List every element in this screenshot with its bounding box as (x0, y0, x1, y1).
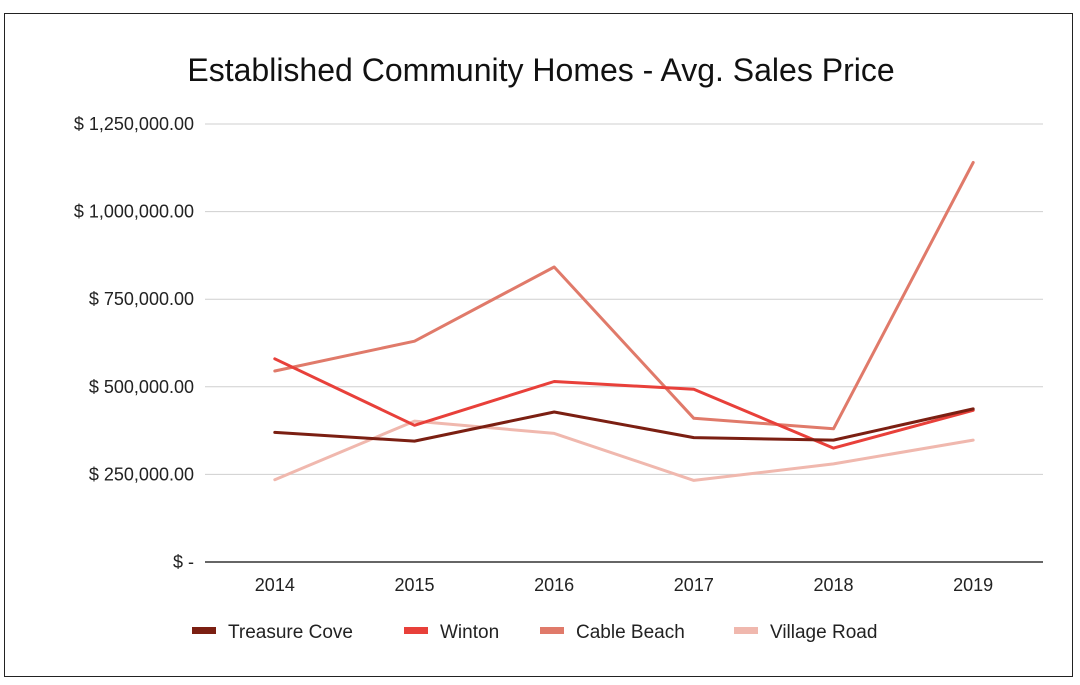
x-axis-ticks: 2014 2015 2016 2017 2018 2019 (255, 575, 993, 595)
series-line-winton (273, 357, 975, 450)
y-tick-label: $ - (173, 552, 194, 572)
legend-swatch (540, 627, 564, 634)
legend-label: Treasure Cove (228, 622, 353, 643)
y-tick-label: $ 1,000,000.00 (74, 202, 194, 222)
y-tick-label: $ 250,000.00 (89, 464, 194, 484)
series-line-cable-beach (273, 161, 975, 431)
legend-label: Cable Beach (576, 622, 685, 643)
series-line-village-road (273, 419, 975, 482)
series-line-treasure-cove (273, 407, 975, 443)
chart-title: Established Community Homes - Avg. Sales… (187, 52, 894, 88)
x-tick-label: 2014 (255, 575, 295, 595)
x-tick-label: 2019 (953, 575, 993, 595)
y-tick-label: $ 500,000.00 (89, 377, 194, 397)
x-tick-label: 2017 (674, 575, 714, 595)
legend-item-cable-beach: Cable Beach (540, 622, 685, 643)
legend-swatch (734, 627, 758, 634)
x-tick-label: 2016 (534, 575, 574, 595)
grid-lines (205, 123, 1043, 563)
legend: Treasure Cove Winton Cable Beach Village Ro… (192, 622, 877, 643)
y-tick-label: $ 750,000.00 (89, 289, 194, 309)
x-tick-label: 2018 (813, 575, 853, 595)
legend-item-village-road: Village Road (734, 622, 877, 643)
legend-label: Winton (440, 622, 499, 643)
y-tick-label: $ 1,250,000.00 (74, 114, 194, 134)
y-axis-ticks: $ - $ 250,000.00 $ 500,000.00 $ 750,000.00 $… (74, 114, 194, 572)
legend-item-treasure-cove: Treasure Cove (192, 622, 353, 643)
legend-swatch (404, 627, 428, 634)
x-tick-label: 2015 (394, 575, 434, 595)
legend-item-winton: Winton (404, 622, 499, 643)
series-lines (273, 161, 975, 482)
legend-label: Village Road (770, 622, 877, 643)
legend-swatch (192, 627, 216, 634)
